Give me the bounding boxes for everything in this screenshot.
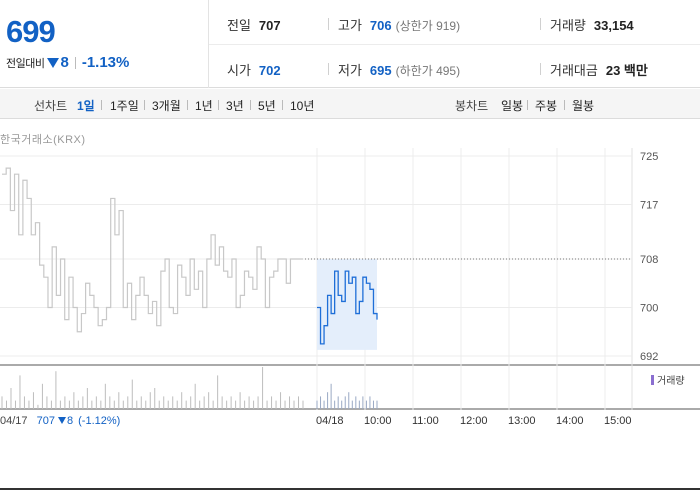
current-price: 699 bbox=[6, 14, 56, 49]
prev-day-change: 8 bbox=[66, 415, 74, 427]
divider bbox=[527, 100, 528, 110]
down-arrow-icon bbox=[47, 57, 60, 68]
divider bbox=[250, 100, 251, 110]
y-tick-label: 725 bbox=[640, 151, 658, 163]
divider bbox=[328, 18, 329, 30]
divider bbox=[540, 18, 541, 30]
divider bbox=[328, 63, 329, 75]
today-price-line bbox=[317, 270, 378, 345]
candle-tab-daily[interactable]: 일봉 bbox=[501, 99, 524, 113]
x-tick-label: 15:00 bbox=[604, 415, 632, 427]
candle-chart-title: 봉차트 bbox=[455, 99, 489, 113]
line-chart-title: 선차트 bbox=[34, 99, 68, 113]
prev-day-change-pct: (-1.12%) bbox=[78, 415, 121, 427]
down-arrow-icon bbox=[57, 417, 66, 424]
period-tab-3m[interactable]: 3개월 bbox=[152, 99, 181, 113]
divider bbox=[209, 44, 700, 45]
stat-limit: (상한가 919) bbox=[395, 19, 461, 33]
stat-label: 거래량 bbox=[550, 18, 586, 33]
divider bbox=[218, 100, 219, 110]
stat-open: 시가 702 bbox=[227, 60, 281, 79]
stat-limit: (하한가 495) bbox=[395, 64, 461, 78]
stat-value: 33,154 bbox=[593, 18, 634, 33]
divider bbox=[187, 100, 188, 110]
x-tick-label: 04/18 bbox=[316, 415, 344, 427]
period-tab-3y[interactable]: 3년 bbox=[226, 99, 244, 113]
period-tab-1d[interactable]: 1일 bbox=[77, 99, 95, 113]
price-chart: 725 717 708 700 692 bbox=[0, 148, 700, 410]
prev-day-summary: 04/17 707 8 (-1.12%) bbox=[0, 415, 120, 427]
change-value: 8 bbox=[60, 54, 69, 71]
y-tick-label: 700 bbox=[640, 303, 658, 315]
divider bbox=[282, 100, 283, 110]
prev-day-close: 707 bbox=[36, 415, 55, 427]
period-tab-1w[interactable]: 1주일 bbox=[110, 99, 139, 113]
stat-prev-close: 전일 707 bbox=[227, 15, 281, 34]
legend-label: 거래량 bbox=[657, 376, 685, 387]
change-label: 전일대비 bbox=[6, 57, 45, 70]
stat-value: 23 백만 bbox=[605, 63, 648, 78]
prev-day-date: 04/17 bbox=[0, 415, 28, 427]
x-tick-label: 14:00 bbox=[556, 415, 584, 427]
quote-summary: 699 전일대비 8 -1.13% 전일 707 고가 706 (상한가 919… bbox=[0, 0, 700, 88]
divider bbox=[144, 100, 145, 110]
divider bbox=[540, 63, 541, 75]
x-tick-label: 12:00 bbox=[460, 415, 488, 427]
change-row: 전일대비 8 -1.13% bbox=[6, 54, 129, 71]
x-tick-label: 10:00 bbox=[364, 415, 392, 427]
y-tick-label: 717 bbox=[640, 199, 658, 211]
stat-label: 시가 bbox=[227, 63, 251, 78]
change-percent: -1.13% bbox=[81, 54, 130, 71]
candle-tab-weekly[interactable]: 주봉 bbox=[535, 99, 558, 113]
stat-label: 거래대금 bbox=[550, 63, 598, 78]
prev-day-line bbox=[2, 167, 303, 333]
stat-volume: 거래량 33,154 bbox=[550, 15, 634, 34]
period-toolbar: 선차트 1일 1주일 3개월 1년 3년 5년 10년 봉차트 일봉 주봉 월봉 bbox=[0, 89, 700, 119]
candle-tab-monthly[interactable]: 월봉 bbox=[572, 99, 595, 113]
period-tab-5y[interactable]: 5년 bbox=[258, 99, 276, 113]
stat-value: 702 bbox=[258, 63, 281, 78]
bottom-border bbox=[0, 488, 700, 490]
x-tick-label: 11:00 bbox=[412, 415, 439, 427]
period-tab-1y[interactable]: 1년 bbox=[195, 99, 213, 113]
stat-value: 707 bbox=[258, 18, 281, 33]
stat-amount: 거래대금 23 백만 bbox=[550, 60, 648, 79]
legend-swatch bbox=[651, 374, 654, 385]
stat-value: 695 bbox=[369, 63, 392, 78]
stat-high: 고가 706 (상한가 919) bbox=[338, 15, 460, 34]
divider bbox=[74, 56, 76, 69]
stat-label: 저가 bbox=[338, 63, 362, 78]
volume-legend: 거래량 bbox=[651, 372, 685, 387]
stat-label: 전일 bbox=[227, 18, 251, 33]
price-box: 699 전일대비 8 -1.13% bbox=[0, 0, 209, 88]
divider bbox=[101, 100, 102, 110]
y-tick-label: 708 bbox=[640, 254, 658, 266]
divider bbox=[564, 100, 565, 110]
stat-value: 706 bbox=[369, 18, 392, 33]
y-tick-label: 692 bbox=[640, 351, 658, 363]
stat-label: 고가 bbox=[338, 18, 362, 33]
period-tab-10y[interactable]: 10년 bbox=[290, 99, 315, 113]
exchange-label: 한국거래소(KRX) bbox=[0, 134, 86, 146]
today-range-highlight bbox=[317, 259, 377, 350]
x-tick-label: 13:00 bbox=[508, 415, 536, 427]
stat-low: 저가 695 (하한가 495) bbox=[338, 60, 460, 79]
